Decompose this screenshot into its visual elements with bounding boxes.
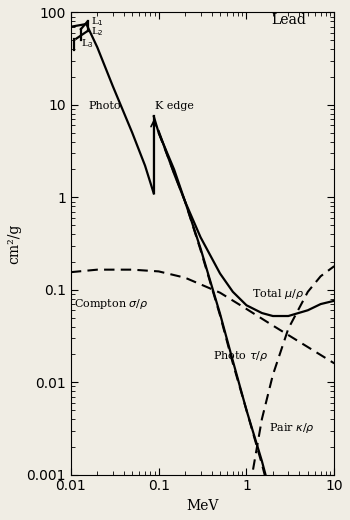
Text: Photo $\tau/\rho$: Photo $\tau/\rho$ xyxy=(214,348,269,362)
Text: Total $\mu/\rho$: Total $\mu/\rho$ xyxy=(252,287,304,301)
Text: L$_1$: L$_1$ xyxy=(91,15,104,28)
Text: Pair $\kappa/\rho$: Pair $\kappa/\rho$ xyxy=(269,421,315,435)
X-axis label: MeV: MeV xyxy=(186,499,219,513)
Text: Lead: Lead xyxy=(271,13,306,27)
Text: Photo: Photo xyxy=(89,101,121,111)
Text: L$_2$: L$_2$ xyxy=(91,25,104,38)
Text: Compton $\sigma/\rho$: Compton $\sigma/\rho$ xyxy=(75,297,149,311)
Y-axis label: cm²/g: cm²/g xyxy=(7,224,21,264)
Text: L$_3$: L$_3$ xyxy=(81,37,94,50)
Text: K edge: K edge xyxy=(155,101,194,111)
